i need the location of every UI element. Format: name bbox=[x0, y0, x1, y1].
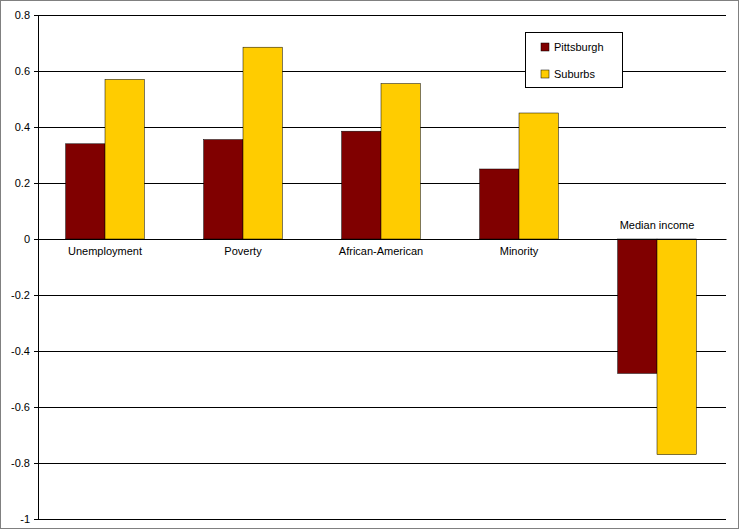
y-tick-label: 0.6 bbox=[15, 65, 30, 77]
bars bbox=[66, 47, 697, 454]
y-tick: 0 bbox=[24, 233, 38, 245]
y-tick-mark bbox=[34, 295, 38, 296]
legend-swatch bbox=[541, 43, 549, 51]
y-tick-mark bbox=[34, 71, 38, 72]
y-tick-mark bbox=[34, 15, 38, 16]
x-tick: Median income bbox=[620, 219, 695, 231]
y-tick: -1 bbox=[20, 513, 38, 525]
grid-line bbox=[38, 463, 726, 464]
bar bbox=[243, 47, 282, 239]
y-tick-mark bbox=[34, 463, 38, 464]
y-tick-label: 0.8 bbox=[15, 9, 30, 21]
legend-box bbox=[526, 33, 623, 88]
y-tick-label: -0.8 bbox=[11, 457, 30, 469]
bar bbox=[618, 239, 657, 373]
bar bbox=[519, 113, 558, 239]
grid bbox=[38, 16, 726, 520]
y-tick-label: -0.4 bbox=[11, 345, 30, 357]
y-tick-mark bbox=[34, 127, 38, 128]
legend: Pittsburgh Suburbs bbox=[526, 33, 623, 88]
x-tick: Minority bbox=[500, 245, 539, 257]
y-tick-label: -1 bbox=[20, 513, 30, 525]
y-tick: 0.6 bbox=[15, 65, 38, 77]
y-tick-label: -0.2 bbox=[11, 289, 30, 301]
bar bbox=[480, 169, 519, 239]
bar bbox=[105, 79, 144, 239]
x-axis-line bbox=[37, 239, 727, 240]
bar bbox=[66, 144, 105, 239]
bar bbox=[204, 140, 243, 239]
x-tick-label: African-American bbox=[339, 245, 423, 257]
y-tick: 0.4 bbox=[15, 121, 38, 133]
x-tick-label: Unemployment bbox=[68, 245, 142, 257]
bar bbox=[657, 239, 696, 455]
y-tick-label: -0.6 bbox=[11, 401, 30, 413]
y-tick: -0.2 bbox=[11, 289, 38, 301]
y-tick: -0.4 bbox=[11, 345, 38, 357]
y-axis: -1 -0.8 -0.6 -0.4 -0.2 0 0.2 0.4 0.6 0.8 bbox=[11, 9, 38, 525]
x-tick: Unemployment bbox=[68, 245, 142, 257]
y-tick-label: 0 bbox=[24, 233, 30, 245]
grid-line bbox=[38, 15, 726, 16]
y-tick-label: 0.4 bbox=[15, 121, 30, 133]
chart-border bbox=[1, 1, 739, 529]
y-tick-label: 0.2 bbox=[15, 177, 30, 189]
y-tick: 0.8 bbox=[15, 9, 38, 21]
x-tick-label: Minority bbox=[500, 245, 539, 257]
bar bbox=[381, 84, 420, 239]
y-tick: -0.6 bbox=[11, 401, 38, 413]
y-tick-mark bbox=[34, 519, 38, 520]
bar bbox=[342, 131, 381, 239]
y-axis-line bbox=[34, 16, 39, 520]
x-tick-label: Poverty bbox=[224, 245, 262, 257]
x-tick: Poverty bbox=[224, 245, 262, 257]
x-tick-label: Median income bbox=[620, 219, 695, 231]
chart: -1 -0.8 -0.6 -0.4 -0.2 0 0.2 0.4 0.6 0.8 Unemploym… bbox=[0, 0, 739, 529]
y-tick-mark bbox=[34, 183, 38, 184]
x-tick: African-American bbox=[339, 245, 423, 257]
y-tick-mark bbox=[34, 407, 38, 408]
y-tick-mark bbox=[34, 351, 38, 352]
y-tick: -0.8 bbox=[11, 457, 38, 469]
grid-line bbox=[38, 407, 726, 408]
x-axis: Unemployment Poverty African-American Minor… bbox=[37, 219, 727, 257]
grid-line bbox=[38, 519, 726, 520]
y-tick: 0.2 bbox=[15, 177, 38, 189]
legend-label: Suburbs bbox=[554, 68, 595, 80]
legend-label: Pittsburgh bbox=[554, 41, 604, 53]
legend-swatch bbox=[541, 70, 549, 78]
